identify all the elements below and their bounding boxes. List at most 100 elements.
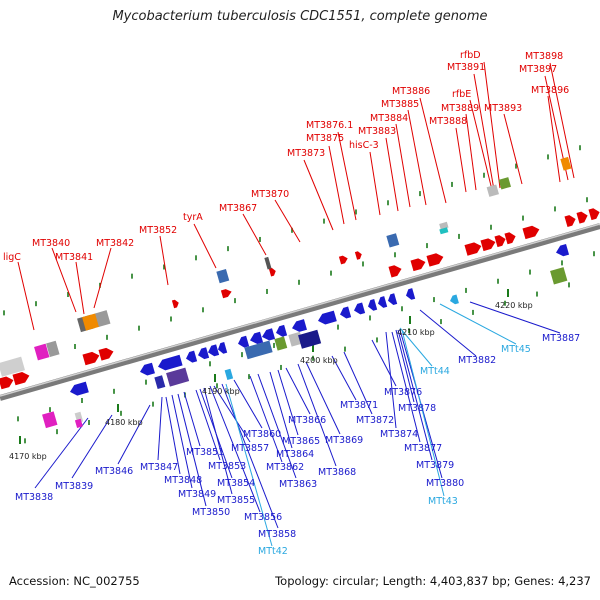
reverse-gene: [556, 244, 570, 257]
gene-label: MT3847: [140, 462, 178, 473]
gene-label: MT3857: [231, 443, 269, 454]
gene-box: [34, 343, 50, 361]
leader-line: [249, 375, 283, 463]
scale-label: 4220 kbp: [495, 301, 533, 310]
leader-line: [165, 396, 181, 475]
leader-line: [71, 414, 113, 479]
leader-line: [177, 393, 207, 507]
gene-label: MT3862: [266, 462, 304, 473]
gene-label: MT3896: [531, 85, 569, 96]
gene-box: [274, 336, 288, 351]
leader-line: [397, 329, 433, 461]
reverse-gene: [262, 328, 276, 341]
leader-line: [159, 235, 169, 286]
leader-line: [399, 327, 433, 367]
gene-box: [166, 367, 190, 387]
gene-label: rfbD: [460, 50, 481, 61]
reverse-gene: [208, 344, 220, 357]
gene-box: [439, 227, 449, 235]
leader-line: [75, 261, 85, 315]
leader-line: [225, 383, 273, 547]
leader-line: [469, 301, 561, 334]
genome-backbone: [0, 223, 600, 401]
gene-label: MT3872: [356, 415, 394, 426]
forward-gene: [220, 289, 232, 299]
gene-label: MT3865: [282, 436, 320, 447]
reverse-gene: [368, 299, 378, 311]
accession-text: Accession: NC_002755: [9, 574, 140, 588]
reverse-gene: [250, 331, 264, 344]
scale-label: 4180 kbp: [105, 418, 143, 427]
leader-line: [473, 73, 495, 191]
reverse-gene: [70, 381, 89, 396]
leader-line: [242, 213, 267, 256]
leader-line: [303, 159, 334, 231]
gene-label: MT3891: [447, 62, 485, 73]
gene-label: MT3856: [244, 512, 282, 523]
leader-line: [233, 379, 263, 429]
gene-box: [0, 356, 25, 377]
gene-label: MT3886: [392, 86, 430, 97]
gene-box: [74, 418, 83, 429]
leader-line: [439, 303, 517, 345]
gene-label: MT3866: [288, 415, 326, 426]
leader-line: [203, 387, 233, 495]
leader-line: [549, 62, 575, 179]
gene-label: MT3839: [55, 481, 93, 492]
gene-label: MT3846: [95, 466, 133, 477]
gene-box: [498, 177, 511, 190]
leader-line: [51, 247, 77, 313]
leader-line: [395, 123, 411, 208]
leader-line: [34, 417, 89, 489]
gene-label: MT3889: [441, 103, 479, 114]
leader-line: [469, 99, 493, 191]
gene-label: MT3858: [258, 529, 296, 540]
gene-box: [224, 368, 234, 381]
gene-label: MT3888: [429, 116, 467, 127]
gene-label: MT3883: [358, 126, 396, 137]
gene-label: MT3874: [380, 429, 418, 440]
forward-gene: [338, 255, 348, 265]
reverse-gene: [158, 354, 183, 371]
lower-gene-labels: MT3838 MT3839 MT3846 MT3847 MT3848 MT384…: [15, 333, 580, 557]
reverse-gene: [276, 324, 288, 337]
forward-gene: [268, 267, 276, 277]
gene-box: [298, 329, 322, 349]
leader-line: [547, 95, 561, 183]
gene-label: MT3875: [306, 133, 344, 144]
leader-line: [395, 329, 415, 403]
genome-title: Mycobacterium tuberculosis CDC1551, comp…: [112, 9, 488, 24]
leader-line: [343, 351, 373, 415]
gene-label: MT3884: [370, 113, 408, 124]
reverse-gene: [406, 288, 416, 300]
leader-line: [305, 361, 341, 435]
leader-line: [419, 309, 477, 357]
gene-label: tyrA: [183, 212, 203, 223]
gene-label: MT3851: [186, 447, 224, 458]
gene-label: MT3876.1: [306, 120, 353, 131]
forward-gene: [388, 265, 402, 278]
forward-gene: [464, 242, 482, 256]
leader-line: [274, 199, 301, 243]
gene-box: [550, 267, 568, 285]
gene-label: MT3867: [219, 203, 257, 214]
gene-box: [95, 310, 111, 327]
scale-label: 4170 kbp: [9, 452, 47, 461]
gene-box: [244, 340, 273, 360]
gene-label: MT3885: [381, 99, 419, 110]
forward-gene: [354, 251, 362, 260]
leader-line: [221, 383, 279, 529]
gene-box: [486, 184, 499, 197]
leader-line: [193, 223, 217, 269]
gene-label: MT3877: [404, 443, 442, 454]
gene-label: MT3898: [525, 51, 563, 62]
tick-marks: [3, 145, 595, 444]
reverse-gene: [388, 293, 398, 305]
gene-label: MT3855: [217, 495, 255, 506]
forward-gene: [410, 258, 426, 272]
gene-label: MT3897: [519, 64, 557, 75]
leader-line: [269, 371, 293, 449]
leader-line: [117, 404, 151, 465]
leader-line: [385, 331, 397, 429]
